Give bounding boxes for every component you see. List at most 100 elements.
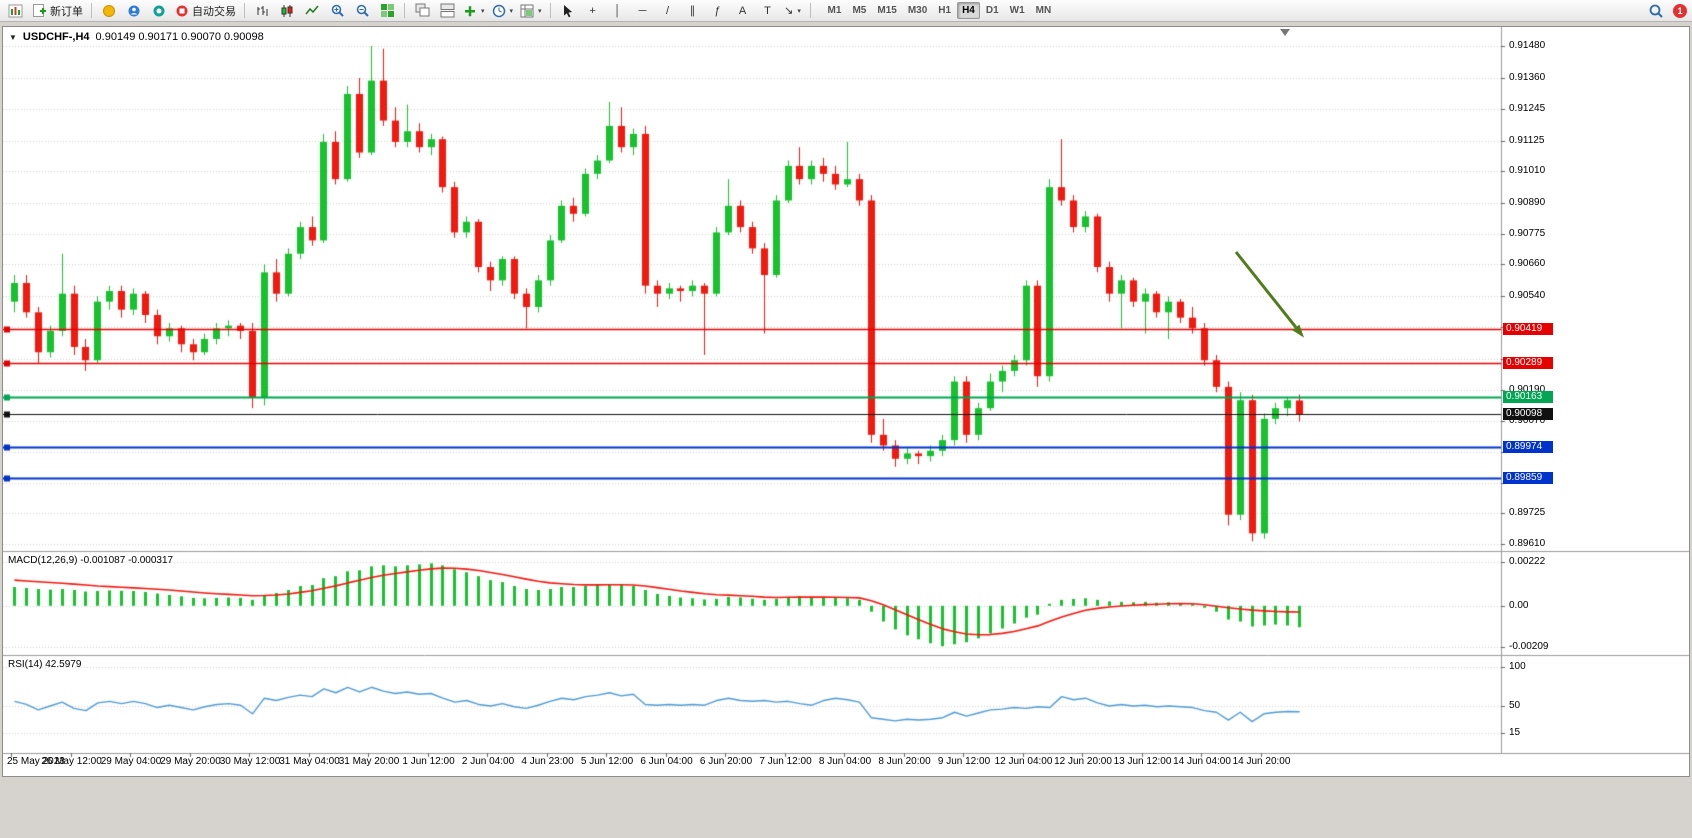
community-icon [153,5,165,16]
chart-dropdown-icon[interactable]: ▼ [9,32,17,42]
new-order-label: 新订单 [50,5,83,18]
toolbar: 新订单 自动交易 ▾ ▾ [0,0,1692,22]
channel-tool-button[interactable]: ∥ [682,2,704,20]
rsi-tick-label: 15 [1509,727,1521,738]
price-tick-label: 0.90890 [1509,197,1546,208]
cascade-windows-button[interactable] [411,2,433,20]
time-tick-label: 1 Jun 12:00 [402,756,455,767]
macd-indicator-label: MACD(12,26,9) -0.001087 -0.000317 [8,555,174,566]
chart-shift-marker[interactable] [1280,29,1290,36]
macd-tick-label: -0.00209 [1509,641,1549,652]
price-tick-label: 0.90775 [1509,228,1546,239]
cursor-tool-button[interactable] [557,2,579,20]
zoom-in-button[interactable] [326,2,348,20]
rsi-tick-label: 50 [1509,700,1521,711]
zoom-in-icon [331,4,344,17]
time-tick-label: 29 May 04:00 [100,756,162,767]
clock-icon [492,4,505,17]
time-tick-label: 6 Jun 04:00 [640,756,693,767]
candlestick-mode-button[interactable] [276,2,298,20]
price-tick-label: 0.90540 [1509,290,1546,301]
chevron-down-icon: ▾ [509,7,514,15]
timeframe-h4-button[interactable]: H4 [957,2,980,19]
new-chart-button[interactable] [5,2,27,20]
signals-button[interactable] [123,2,145,20]
text-tool-icon: A [738,4,747,17]
new-order-button[interactable]: 新订单 [30,2,85,20]
resistance-line-1-badge: 0.90419 [1503,323,1553,335]
time-tick-label: 2 Jun 04:00 [461,756,515,767]
templates-icon [520,4,534,17]
price-tick-label: 0.90660 [1509,258,1546,269]
ohlc-values: 0.90149 0.90171 0.90070 0.90098 [95,31,264,43]
cursor-icon [563,4,572,17]
time-tick-label: 8 Jun 04:00 [818,756,872,767]
indicators-button[interactable]: ▾ [461,2,487,20]
horizontal-line-tool-button[interactable]: ─ [632,2,654,20]
line-chart-mode-button[interactable] [301,2,323,20]
fibonacci-icon: ƒ [714,4,721,17]
notification-badge[interactable]: 1 [1673,3,1687,18]
time-tick-label: 30 May 12:00 [219,756,281,767]
line-chart-icon [305,5,319,14]
label-tool-button[interactable]: T [757,2,779,20]
time-tick-label: 5 Jun 12:00 [580,756,634,767]
crosshair-tool-button[interactable]: + [582,2,604,20]
candlestick-icon [281,4,293,17]
time-tick-label: 25 May 2023 [7,756,65,767]
toolbar-separator [809,3,811,18]
crosshair-icon: + [589,4,596,17]
time-tick-label: 13 Jun 12:00 [1113,756,1172,767]
timeframe-d1-button[interactable]: D1 [985,5,999,16]
timeframe-mn-button[interactable]: MN [1035,5,1052,16]
market-button[interactable] [98,2,120,20]
market-icon [103,4,115,17]
search-button[interactable] [1645,2,1667,20]
zoom-out-button[interactable] [351,2,373,20]
time-tick-label: 4 Jun 23:00 [521,756,574,767]
rsi-indicator-label: RSI(14) 42.5979 [8,659,82,670]
chevron-down-icon: ▾ [538,7,542,15]
auto-trading-button[interactable]: 自动交易 [173,2,238,20]
timeframe-m1-button[interactable]: M1 [827,5,842,16]
periods-button[interactable]: ▾ [490,2,516,20]
trend-arrow-annotation[interactable] [1228,242,1318,352]
toolbar-separator [91,3,92,18]
timeframe-w1-button[interactable]: W1 [1009,5,1025,16]
tile-windows-button[interactable] [376,2,398,20]
auto-trading-label: 自动交易 [192,5,236,18]
time-tick-label: 8 Jun 20:00 [878,756,931,767]
vertical-line-tool-button[interactable]: │ [607,2,629,20]
macd-tick-label: 0.00222 [1509,556,1546,567]
tile-horizontal-button[interactable] [436,2,458,20]
time-tick-label: 12 Jun 04:00 [994,756,1053,767]
trendline-tool-button[interactable]: / [657,2,679,20]
vertical-line-icon: │ [614,4,621,17]
fibonacci-tool-button[interactable]: ƒ [707,2,729,20]
text-tool-button[interactable]: A [732,2,754,20]
time-tick-label: 31 May 04:00 [279,756,340,767]
time-tick-label: 29 May 20:00 [160,756,221,767]
timeframe-m15-button[interactable]: M15 [877,5,897,16]
arrows-tool-button[interactable]: ↘ ▾ [782,2,804,20]
time-tick-label: 7 Jun 12:00 [759,756,812,767]
cascade-windows-icon [415,3,429,17]
support-line-blue-1-badge: 0.89974 [1503,441,1553,453]
time-tick-label: 31 May 20:00 [338,756,400,767]
price-tick-label: 0.89610 [1509,538,1546,549]
timeframe-m5-button[interactable]: M5 [852,5,867,16]
new-order-icon [33,4,46,17]
timeframe-m30-button[interactable]: M30 [907,5,928,16]
price-chart-canvas[interactable] [3,27,1689,774]
community-button[interactable] [148,2,170,20]
bar-chart-mode-button[interactable] [251,2,273,20]
time-tick-label: 12 Jun 20:00 [1054,756,1112,767]
zoom-out-icon [356,4,369,17]
templates-button[interactable]: ▾ [518,2,544,20]
price-tick-label: 0.90190 [1509,384,1546,395]
price-tick-label: 0.90070 [1509,415,1546,426]
trendline-icon: / [666,4,670,17]
symbol-period-label: USDCHF-,H4 [22,31,90,43]
support-line-green-badge: 0.90163 [1503,391,1553,403]
timeframe-h1-button[interactable]: H1 [938,5,952,16]
